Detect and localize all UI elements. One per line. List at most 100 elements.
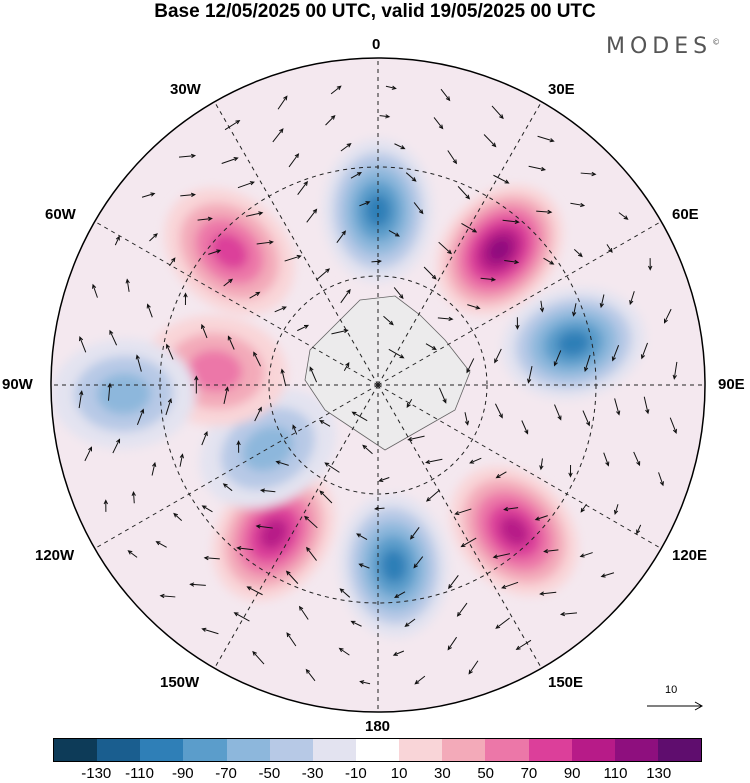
wind-vector — [252, 650, 265, 665]
modes-logo: MODES© — [606, 34, 721, 59]
wind-vector — [256, 240, 274, 245]
colorbar-swatch — [312, 739, 356, 761]
wind-vector — [405, 172, 417, 182]
wind-vector — [203, 555, 220, 561]
wind-vector — [413, 556, 424, 569]
wind-vector — [362, 444, 373, 455]
wind-vector — [233, 612, 250, 622]
wind-vector — [371, 259, 382, 264]
wind-vector — [573, 249, 583, 258]
wind-vector — [643, 396, 650, 415]
colorbar-swatch — [442, 739, 486, 761]
wind-vector — [288, 153, 300, 168]
wind-vector — [146, 303, 153, 318]
lon-label-60e: 60E — [672, 206, 699, 223]
colorbar — [53, 738, 702, 762]
wind-vector — [388, 229, 400, 237]
wind-vector — [527, 366, 533, 384]
wind-vector — [447, 150, 458, 165]
wind-vector — [467, 304, 481, 310]
wind-vector — [272, 128, 284, 143]
meridian-line — [377, 221, 662, 386]
colorbar-tick-label: 30 — [434, 765, 451, 782]
wind-vector — [324, 462, 340, 473]
wind-vector — [286, 632, 297, 647]
wind-vector — [568, 464, 573, 478]
wind-vector — [537, 135, 555, 143]
colorbar-swatch — [54, 739, 98, 761]
wind-vector — [394, 143, 406, 150]
wind-vector — [277, 95, 288, 110]
wind-vector — [84, 446, 93, 462]
negative-anomaly — [502, 287, 645, 400]
wind-vector — [495, 617, 510, 629]
wind-vector — [502, 219, 520, 224]
wind-vector — [165, 343, 174, 360]
wind-vector — [358, 563, 370, 569]
wind-vector — [480, 277, 497, 282]
wind-vector — [461, 222, 478, 233]
wind-vector — [393, 287, 404, 300]
wind-vector — [640, 342, 648, 360]
wind-vector — [319, 419, 331, 427]
wind-vector — [155, 541, 167, 548]
colorbar-tick-label: -110 — [125, 765, 154, 782]
wind-vector — [492, 553, 511, 559]
wind-vector — [414, 675, 426, 685]
wind-vector — [165, 398, 172, 416]
wind-vector — [438, 387, 447, 404]
wind-vector — [201, 627, 219, 635]
colorbar-swatch — [657, 739, 702, 761]
lon-label-30w: 30W — [170, 81, 201, 98]
wind-vector — [528, 165, 547, 172]
colorbar-tick-label: -30 — [301, 765, 324, 782]
colorbar-swatch — [485, 739, 529, 761]
wind-vector — [504, 259, 520, 265]
wind-vector — [448, 574, 459, 590]
wind-vector — [584, 354, 591, 372]
wind-vector — [254, 406, 262, 422]
wind-vector — [618, 212, 629, 220]
wind-vector — [466, 358, 475, 374]
wind-vector — [553, 350, 562, 367]
wind-vector — [249, 291, 261, 299]
colorbar-tick-label: -90 — [171, 765, 194, 782]
wind-vector — [374, 506, 385, 511]
wind-vector — [350, 172, 362, 179]
wind-vector — [534, 515, 548, 521]
wind-vector — [309, 366, 318, 383]
wind-vector — [284, 254, 302, 262]
wind-vector — [580, 171, 597, 177]
wind-vector — [221, 157, 239, 165]
wind-vector — [179, 453, 184, 467]
meridian-line — [377, 384, 542, 669]
wind-vector — [224, 120, 241, 131]
wind-vector — [285, 570, 299, 584]
wind-vector — [304, 515, 318, 529]
negative-anomaly — [51, 338, 196, 449]
wind-vector — [151, 461, 157, 476]
wind-vector — [280, 368, 287, 387]
wind-vector — [483, 134, 497, 148]
wind-vector — [669, 417, 677, 434]
wind-vector — [388, 348, 405, 359]
wind-vector — [570, 202, 586, 208]
wind-vector — [454, 508, 472, 516]
wind-vector — [169, 257, 176, 267]
reference-vector-arrow — [647, 701, 704, 711]
wind-vector — [437, 316, 454, 322]
wind-vector — [378, 477, 390, 482]
negative-anomaly — [323, 138, 433, 283]
wind-vector — [539, 300, 545, 313]
wind-vector — [331, 328, 349, 335]
lon-label-150e: 150E — [548, 674, 584, 691]
wind-vector — [194, 375, 199, 394]
wind-vector — [359, 201, 371, 207]
wind-vector — [648, 258, 653, 271]
wind-vector — [501, 581, 519, 589]
wind-vector — [491, 105, 504, 120]
wind-vector — [292, 424, 298, 435]
positive-anomaly — [164, 188, 295, 315]
wind-vector — [125, 278, 130, 292]
